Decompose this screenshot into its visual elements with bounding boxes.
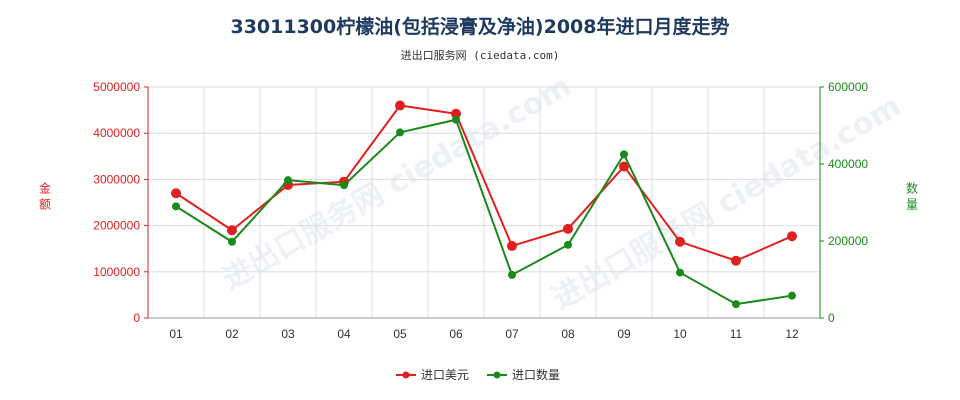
data-point	[564, 240, 572, 249]
data-point	[452, 115, 460, 124]
series-lines	[171, 100, 797, 309]
data-point	[731, 255, 741, 266]
chart-title: 33011300柠檬油(包括浸膏及净油)2008年进口月度走势	[230, 16, 730, 38]
data-point	[788, 291, 796, 300]
x-tick-label: 02	[225, 327, 239, 341]
data-point	[451, 108, 461, 119]
y-right-tick-label: 600000	[828, 80, 868, 94]
legend-label: 进口数量	[512, 367, 560, 382]
y-axis-left-title: 金额	[39, 181, 51, 212]
data-point	[508, 270, 516, 279]
data-point	[284, 176, 292, 185]
series-line	[175, 104, 793, 262]
y-left-tick-label: 2000000	[93, 219, 140, 233]
y-left-tick-label: 0	[133, 311, 140, 325]
watermark-text: 进出口服务网 ciedata.com	[547, 89, 908, 317]
x-tick-label: 06	[449, 327, 463, 341]
y-left-tick-label: 3000000	[93, 172, 140, 186]
y-left-tick-label: 4000000	[93, 126, 140, 140]
data-point	[171, 188, 181, 199]
legend-label: 进口美元	[421, 368, 469, 382]
legend[interactable]: 进口美元 进口数量	[396, 367, 560, 382]
tick-labels: 0100000020000003000000400000050000000200…	[39, 80, 918, 341]
x-tick-label: 11	[730, 327, 743, 341]
x-tick-label: 10	[673, 327, 687, 341]
x-tick-label: 03	[281, 327, 295, 341]
y-left-tick-label: 1000000	[93, 265, 140, 279]
x-tick-label: 08	[561, 327, 575, 341]
x-tick-label: 04	[337, 327, 351, 341]
x-tick-label: 05	[393, 327, 407, 341]
y-right-tick-label: 0	[828, 311, 835, 325]
data-point	[228, 237, 236, 246]
series-line	[175, 118, 793, 306]
x-tick-label: 07	[505, 327, 519, 341]
x-tick-label: 09	[617, 327, 631, 341]
data-point	[227, 225, 237, 236]
data-point	[395, 100, 405, 111]
y-right-tick-label: 400000	[828, 157, 868, 171]
data-point	[619, 161, 629, 172]
data-point	[172, 202, 180, 211]
x-tick-label: 01	[169, 327, 183, 341]
axes	[147, 87, 821, 319]
y-axis-right-title: 数量	[906, 181, 918, 212]
chart-subtitle: 进出口服务网 (ciedata.com)	[400, 49, 560, 62]
y-left-tick-label: 5000000	[93, 80, 140, 94]
data-point	[787, 231, 797, 242]
data-point	[507, 240, 517, 251]
data-point	[732, 300, 740, 309]
x-tick-label: 12	[785, 327, 799, 341]
y-right-tick-label: 200000	[828, 234, 868, 248]
data-point	[563, 223, 573, 234]
data-point	[340, 181, 348, 190]
data-point	[396, 128, 404, 137]
data-point	[620, 150, 628, 159]
data-point	[675, 236, 685, 247]
legend-marker	[493, 371, 501, 379]
data-point	[676, 268, 684, 277]
legend-marker	[402, 371, 410, 379]
